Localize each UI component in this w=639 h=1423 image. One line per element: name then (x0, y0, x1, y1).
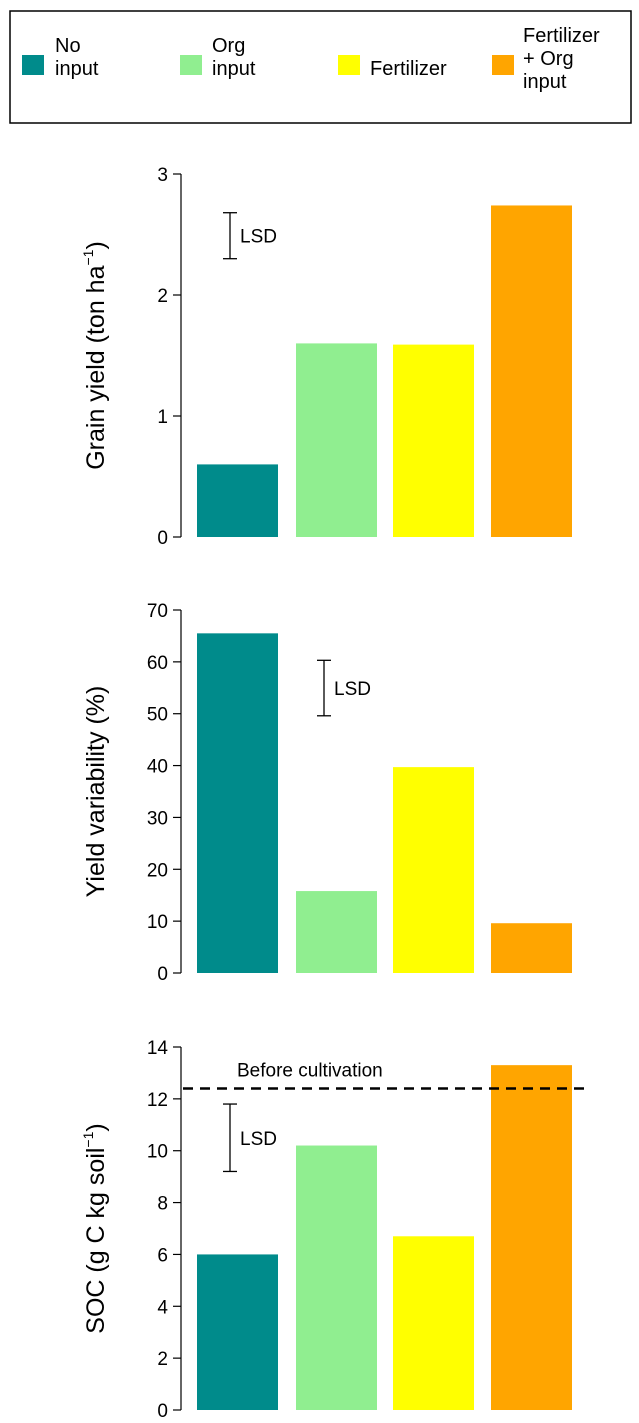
legend-label-2: Org (212, 35, 245, 57)
bar-3 (393, 767, 474, 973)
legend-box (9, 10, 632, 124)
legend-label-2: input (212, 58, 256, 80)
bar-2 (296, 1145, 377, 1410)
lsd-label: LSD (240, 1129, 277, 1150)
y-tick-label: 50 (147, 705, 168, 726)
legend-swatch-4 (492, 55, 514, 75)
bar-1 (197, 633, 278, 973)
legend-swatch-1 (22, 55, 44, 75)
y-axis-label-text: Yield variability (%) (82, 686, 110, 898)
chart-panel-1: 0 1 2 3 Grain yield (ton ha−1) LSD (80, 165, 572, 549)
bar-1 (197, 1254, 278, 1410)
y-axis-label-superscript: −1 (80, 249, 96, 265)
y-axis-label: Yield variability (%) (82, 686, 110, 898)
y-tick-label: 8 (157, 1194, 168, 1215)
lsd-label: LSD (334, 679, 371, 700)
y-axis-label-superscript: −1 (80, 1131, 96, 1147)
bar-4 (491, 1065, 572, 1410)
y-tick-label: 14 (147, 1038, 169, 1059)
y-tick-label: 0 (157, 528, 168, 549)
y-axis-label-text: SOC (g C kg soil (82, 1148, 110, 1334)
legend-swatch-2 (180, 55, 202, 75)
y-tick-label: 10 (147, 1142, 168, 1163)
chart-panel-2: 0 10 20 30 40 50 60 70 Yield variability (%) LSD (82, 601, 572, 985)
chart-panel-3: 0 2 4 6 8 10 12 14 SOC (g C kg soil−1) LSD Before … (80, 1038, 590, 1422)
y-axis-label: Grain yield (ton ha−1) (80, 241, 110, 470)
bar-4 (491, 923, 572, 973)
y-tick-label: 30 (147, 808, 168, 829)
legend-label-1: No (55, 35, 81, 57)
y-tick-label: 0 (157, 964, 168, 985)
bar-1 (197, 464, 278, 537)
y-axis-label-close: ) (82, 1123, 110, 1131)
legend-label-4: + Org (523, 48, 574, 70)
lsd-bar (223, 212, 237, 260)
lsd-bar (317, 659, 331, 717)
y-tick-label: 20 (147, 860, 168, 881)
bar-3 (393, 1236, 474, 1410)
lsd-bar (223, 1103, 237, 1173)
y-axis-label-close: ) (82, 241, 110, 249)
reference-line-label: Before cultivation (237, 1060, 383, 1081)
y-tick-label: 1 (157, 407, 168, 428)
bar-2 (296, 343, 377, 537)
y-tick-label: 70 (147, 601, 168, 622)
bar-2 (296, 891, 377, 973)
legend-label-4: input (523, 71, 567, 93)
y-tick-label: 3 (157, 165, 168, 186)
legend-label-3: Fertilizer (370, 58, 447, 80)
bar-3 (393, 344, 474, 537)
legend-label-4: Fertilizer (523, 25, 600, 47)
y-tick-label: 10 (147, 912, 168, 933)
y-tick-label: 2 (157, 1349, 168, 1370)
y-tick-label: 60 (147, 653, 168, 674)
bar-4 (491, 205, 572, 537)
legend-label-1: input (55, 58, 99, 80)
legend-swatch-3 (338, 55, 360, 75)
y-tick-label: 4 (157, 1297, 168, 1318)
y-tick-label: 0 (157, 1401, 168, 1422)
y-tick-label: 40 (147, 757, 168, 778)
y-tick-label: 2 (157, 286, 168, 307)
y-tick-label: 12 (147, 1090, 168, 1111)
lsd-label: LSD (240, 227, 277, 248)
y-tick-label: 6 (157, 1245, 168, 1266)
y-axis-label: SOC (g C kg soil−1) (80, 1123, 110, 1333)
y-axis-label-text: Grain yield (ton ha (82, 265, 110, 469)
